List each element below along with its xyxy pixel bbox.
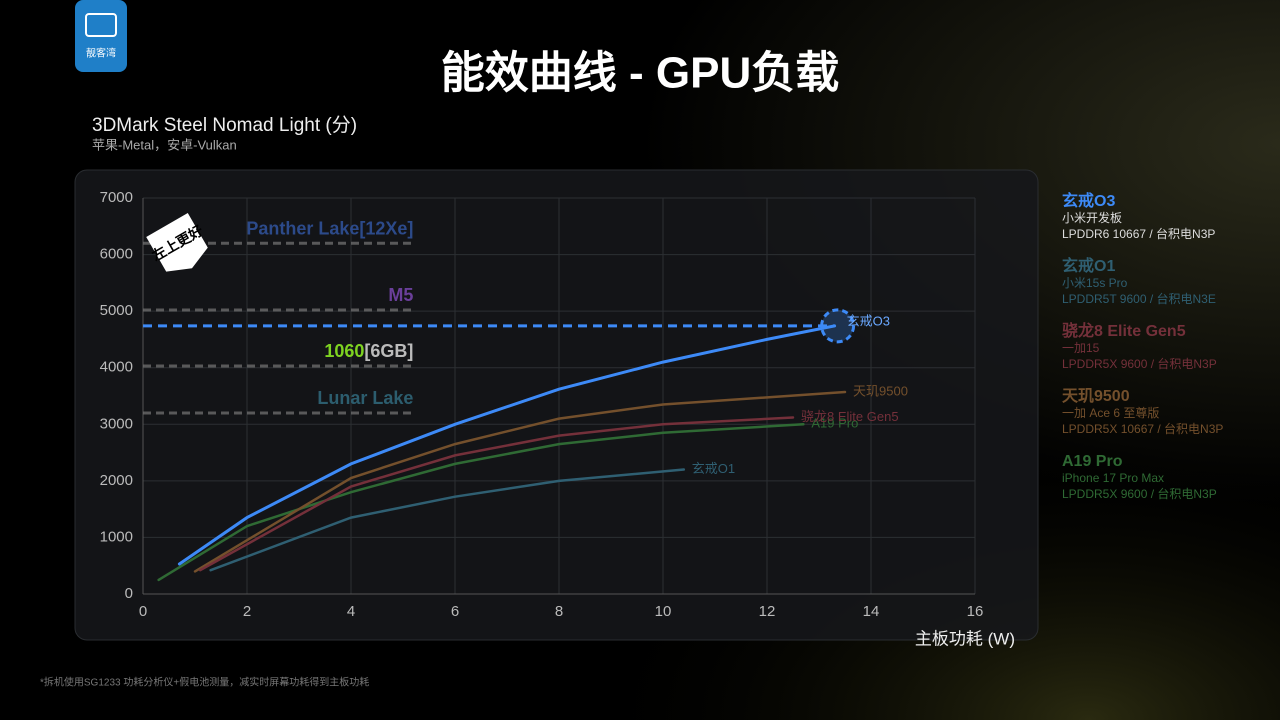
x-tick-label: 8: [555, 603, 563, 620]
series-line: [177, 324, 837, 566]
highlight-marker: [820, 308, 856, 344]
x-tick-label: 10: [655, 603, 672, 620]
x-tick-label: 2: [243, 603, 251, 620]
y-tick-label: 4000: [100, 359, 133, 376]
series-end-label: A19 Pro: [811, 416, 858, 431]
reference-label: Panther Lake[12Xe]: [246, 218, 413, 238]
x-tick-label: 4: [347, 603, 355, 620]
y-tick-label: 0: [125, 585, 133, 602]
logo-text: 靓客湾: [86, 47, 116, 60]
y-tick-label: 3000: [100, 415, 133, 432]
legend-device: 小米15s Pro: [1062, 276, 1128, 290]
series-line: [193, 390, 847, 573]
reference-label: M5: [388, 285, 413, 305]
legend-memory: LPDDR6 10667 / 台积电N3P: [1062, 226, 1215, 241]
x-tick-label: 6: [451, 603, 459, 620]
series-line: [157, 423, 805, 582]
y-tick-label: 7000: [100, 189, 133, 206]
badge-shape: [146, 212, 208, 272]
legend-memory: LPDDR5X 10667 / 台积电N3P: [1062, 421, 1223, 436]
legend-device: 一加 Ace 6 至尊版: [1062, 405, 1159, 420]
y-tick-label: 1000: [100, 528, 133, 545]
x-tick-label: 12: [759, 603, 776, 620]
legend-device: 小米开发板: [1062, 210, 1122, 225]
series-end-label: 玄戒O1: [692, 461, 735, 476]
y-tick-label: 5000: [100, 302, 133, 319]
y-tick-label: 6000: [100, 246, 133, 263]
reference-name: 1060: [324, 341, 364, 361]
footnote: *拆机使用SG1233 功耗分析仪+假电池测量，减实时屏幕功耗得到主板功耗: [40, 676, 369, 689]
reference-note: [6GB]: [364, 341, 413, 361]
legend-name: 玄戒O3: [1062, 191, 1115, 210]
subtitle-note: 苹果-Metal，安卓-Vulkan: [92, 137, 237, 152]
x-axis-label: 主板功耗 (W): [915, 629, 1015, 648]
subtitle: 3DMark Steel Nomad Light (分): [92, 114, 357, 136]
legend-name: 玄戒O1: [1062, 256, 1115, 275]
legend-device: 一加15: [1062, 341, 1100, 355]
legend-device: iPhone 17 Pro Max: [1062, 471, 1164, 485]
series-line: [209, 468, 686, 572]
chart-title: 能效曲线 - GPU负载: [441, 49, 839, 98]
chart-panel: [74, 169, 1039, 641]
reference-label: 1060[6GB]: [324, 341, 413, 361]
x-tick-label: 0: [139, 603, 147, 620]
series-end-label: 玄戒O3: [847, 313, 890, 328]
logo-icon: [85, 13, 117, 37]
legend-memory: LPDDR5T 9600 / 台积电N3E: [1062, 291, 1216, 306]
reference-name: Lunar Lake: [317, 388, 413, 408]
series-end-label: 天玑9500: [853, 383, 908, 398]
legend-memory: LPDDR5X 9600 / 台积电N3P: [1062, 356, 1217, 371]
reference-note: [12Xe]: [359, 218, 413, 238]
legend-name: A19 Pro: [1062, 453, 1123, 470]
series-line: [198, 416, 795, 572]
legend-memory: LPDDR5X 9600 / 台积电N3P: [1062, 486, 1217, 501]
reference-name: Panther Lake: [246, 218, 359, 238]
legend-name: 骁龙8 Elite Gen5: [1062, 321, 1186, 340]
reference-label: Lunar Lake: [317, 388, 413, 408]
y-tick-label: 2000: [100, 472, 133, 489]
reference-name: M5: [388, 285, 413, 305]
x-tick-label: 14: [863, 603, 880, 620]
series-end-label: 骁龙8 Elite Gen5: [801, 409, 899, 424]
legend-name: 天玑9500: [1062, 387, 1130, 405]
x-tick-label: 16: [967, 603, 984, 620]
